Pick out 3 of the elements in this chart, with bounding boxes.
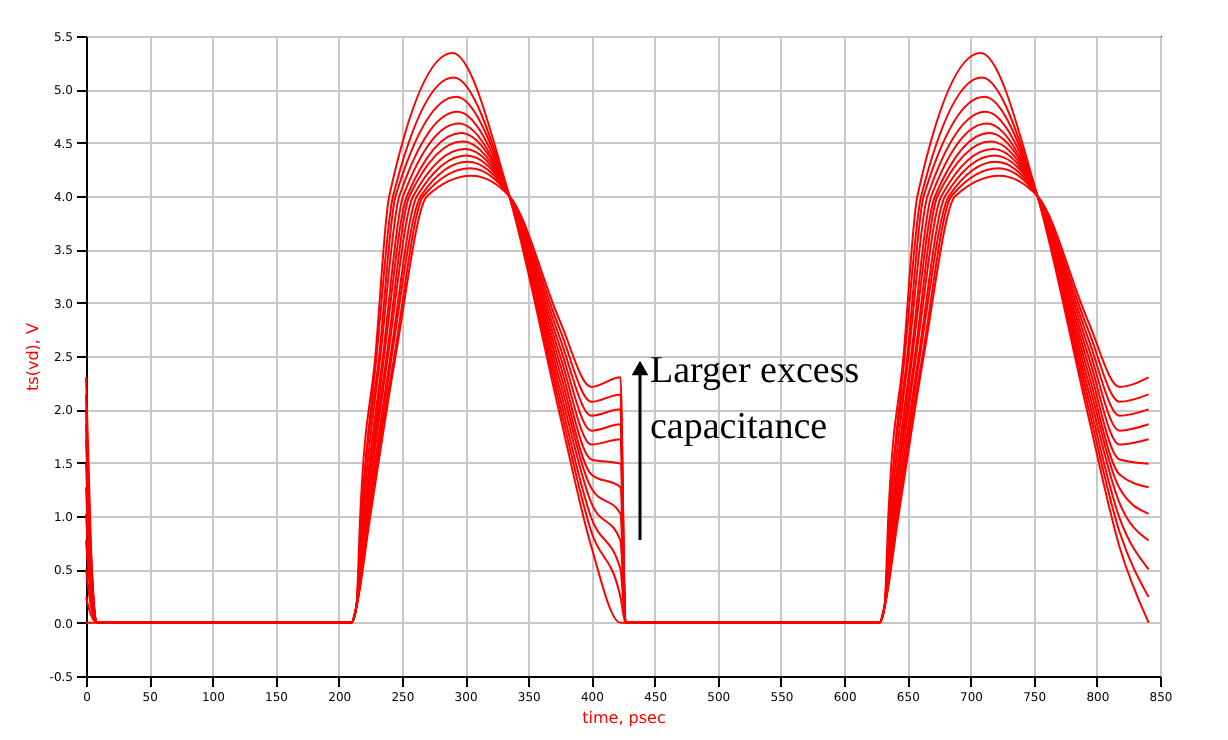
x-axis-title: time, psec	[582, 709, 666, 727]
annotation: Larger excess capacitance	[650, 350, 860, 448]
y-axis-title: ts(vd), V	[23, 322, 42, 391]
